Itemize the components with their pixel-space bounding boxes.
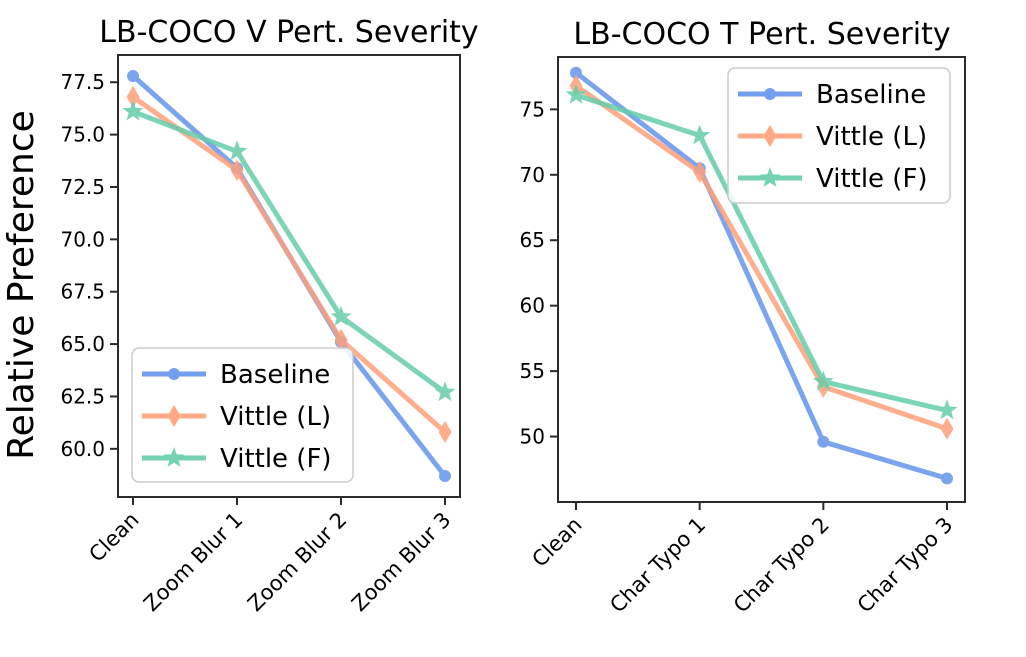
chart-title: LB-COCO V Pert. Severity bbox=[99, 15, 478, 50]
legend-label: Baseline bbox=[220, 360, 330, 390]
series-vittle-f bbox=[122, 100, 456, 402]
legend-item bbox=[738, 125, 802, 147]
data-point-diamond-marker bbox=[126, 85, 140, 108]
series-line bbox=[132, 109, 447, 395]
data-point-circle-marker bbox=[764, 88, 776, 100]
legend-box bbox=[131, 347, 354, 483]
legend: Baseline Vittle (L) Vittle (F) bbox=[727, 67, 951, 204]
data-point-diamond-marker bbox=[438, 421, 452, 444]
x-tick-label: Clean bbox=[84, 508, 143, 567]
y-tick-label: 70 bbox=[520, 163, 545, 187]
data-point-star-marker bbox=[565, 83, 587, 104]
x-tick-label: Zoom Blur 2 bbox=[243, 508, 351, 616]
x-tick-label: Char Typo 3 bbox=[853, 513, 958, 618]
series-line bbox=[575, 92, 948, 413]
x-tick-label: Clean bbox=[527, 513, 586, 572]
data-point-diamond-marker bbox=[763, 125, 777, 147]
data-point-star-marker bbox=[434, 381, 456, 402]
data-point-circle-marker bbox=[941, 472, 953, 485]
data-point-star-marker bbox=[163, 447, 185, 467]
legend: Baseline Vittle (L) Vittle (F) bbox=[131, 347, 354, 483]
y-tick-label: 55 bbox=[520, 359, 545, 383]
y-tick-label: 65.0 bbox=[60, 332, 105, 356]
y-tick-label: 67.5 bbox=[60, 280, 105, 304]
legend-label: Vittle (F) bbox=[220, 444, 332, 474]
data-point-diamond-marker bbox=[230, 159, 244, 182]
data-point-diamond-marker bbox=[693, 161, 707, 184]
legend-label: Vittle (L) bbox=[220, 402, 331, 432]
legend-item bbox=[142, 368, 206, 380]
legend-box bbox=[727, 67, 951, 204]
legend-item bbox=[142, 447, 206, 467]
data-point-diamond-marker bbox=[167, 405, 181, 427]
series-vittle-f bbox=[565, 83, 958, 420]
series-line bbox=[574, 83, 948, 432]
data-point-diamond-marker bbox=[334, 328, 348, 351]
y-tick-label: 50 bbox=[520, 425, 545, 449]
data-point-star-marker bbox=[689, 124, 711, 145]
series-line bbox=[574, 70, 948, 481]
y-tick-label: 75.0 bbox=[60, 123, 105, 147]
legend-item bbox=[738, 167, 802, 187]
plot-area-border bbox=[557, 56, 966, 503]
data-point-star-marker bbox=[812, 370, 834, 391]
x-tick-label: Zoom Blur 1 bbox=[139, 508, 247, 616]
chart-title: LB-COCO T Pert. Severity bbox=[573, 17, 950, 52]
data-point-circle-marker bbox=[168, 368, 180, 380]
y-tick-label: 72.5 bbox=[60, 175, 105, 199]
plot-area-border bbox=[117, 54, 461, 498]
data-point-star-marker bbox=[122, 100, 144, 121]
legend-item bbox=[738, 88, 802, 100]
legend-label: Vittle (L) bbox=[816, 122, 927, 152]
y-tick-label: 77.5 bbox=[60, 70, 105, 94]
y-axis-label: Relative Preference bbox=[1, 110, 42, 460]
x-tick-label: Char Typo 1 bbox=[605, 513, 710, 618]
data-point-diamond-marker bbox=[940, 417, 954, 440]
y-tick-label: 60.0 bbox=[60, 437, 105, 461]
y-tick-label: 65 bbox=[520, 228, 545, 252]
data-point-circle-marker bbox=[817, 435, 830, 448]
y-tick-label: 62.5 bbox=[60, 384, 105, 408]
y-tick-label: 60 bbox=[520, 294, 545, 318]
data-point-circle-marker bbox=[439, 470, 451, 483]
x-tick-label: Zoom Blur 3 bbox=[347, 508, 455, 616]
legend-label: Baseline bbox=[816, 80, 926, 110]
y-tick-label: 75 bbox=[520, 97, 545, 121]
data-point-star-marker bbox=[936, 399, 958, 420]
legend-label: Vittle (F) bbox=[816, 164, 928, 194]
data-point-star-marker bbox=[759, 167, 781, 187]
data-point-star-marker bbox=[226, 140, 248, 161]
legend-item bbox=[142, 405, 206, 427]
subplot-left: 60.062.565.067.570.072.575.077.5CleanZoo… bbox=[1, 15, 479, 616]
data-point-star-marker bbox=[330, 305, 352, 326]
y-tick-label: 70.0 bbox=[60, 227, 105, 251]
data-point-circle-marker bbox=[570, 66, 582, 79]
x-tick-label: Char Typo 2 bbox=[729, 513, 834, 618]
data-point-circle-marker bbox=[127, 69, 139, 82]
